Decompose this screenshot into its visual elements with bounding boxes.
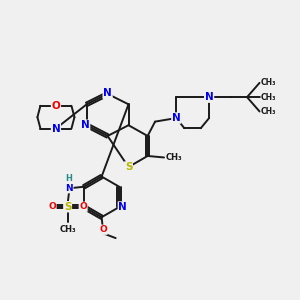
- Text: CH₃: CH₃: [261, 93, 277, 102]
- Text: N: N: [103, 88, 112, 98]
- Text: O: O: [99, 225, 107, 234]
- Text: S: S: [64, 202, 71, 212]
- Text: CH₃: CH₃: [261, 78, 277, 87]
- Text: N: N: [52, 124, 60, 134]
- Text: N: N: [172, 113, 181, 123]
- Text: N: N: [65, 184, 73, 193]
- Text: N: N: [81, 120, 90, 130]
- Text: N: N: [205, 92, 214, 102]
- Text: CH₃: CH₃: [261, 107, 277, 116]
- Text: S: S: [125, 162, 132, 172]
- Text: O: O: [79, 202, 87, 211]
- Text: O: O: [48, 202, 56, 211]
- Text: N: N: [118, 202, 127, 212]
- Text: CH₃: CH₃: [59, 225, 76, 234]
- Text: CH₃: CH₃: [166, 153, 182, 162]
- Text: H: H: [66, 174, 73, 183]
- Text: O: O: [52, 101, 60, 111]
